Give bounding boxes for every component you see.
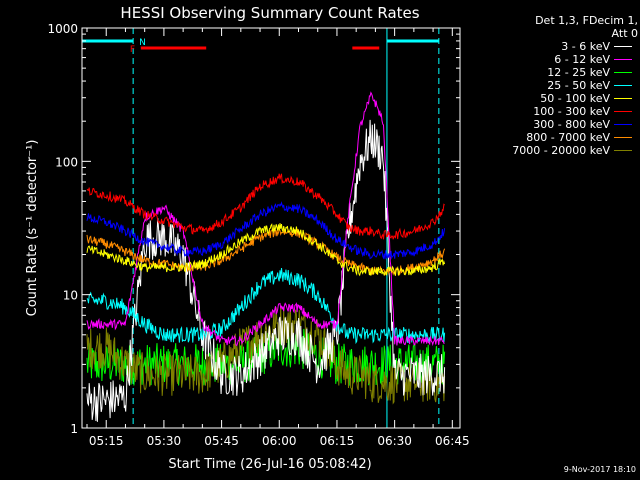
legend-swatch	[614, 46, 632, 47]
legend-item-label: 7000 - 20000 keV	[512, 144, 610, 157]
plot-frame	[81, 27, 461, 429]
legend-swatch	[614, 85, 632, 86]
legend-header-line-1: Det 1,3, FDecim 1,	[535, 14, 638, 27]
legend-item-label: 800 - 7000 keV	[526, 131, 610, 144]
x-tick-label: 05:45	[204, 434, 239, 448]
y-tick-label: 1000	[47, 22, 78, 36]
generated-timestamp: 9-Nov-2017 18:10	[563, 465, 636, 474]
x-tick-label: 05:30	[147, 434, 182, 448]
legend-item-label: 3 - 6 keV	[561, 40, 610, 53]
legend-item-label: 6 - 12 keV	[554, 53, 610, 66]
y-tick-label: 10	[63, 289, 78, 303]
x-tick-label: 06:30	[377, 434, 412, 448]
legend-item: 3 - 6 keV	[478, 40, 638, 53]
legend-item: 6 - 12 keV	[478, 53, 638, 66]
axes-layer: 05:15 05:30 05:45 06:00 06:15 06:30 06:45 1 10 10…	[47, 22, 469, 448]
legend-swatch	[614, 150, 632, 151]
legend-item-label: 100 - 300 keV	[533, 105, 610, 118]
series-line-4	[86, 223, 446, 277]
series-line-1	[86, 91, 445, 347]
legend-item-label: 25 - 50 keV	[547, 79, 610, 92]
legend-swatch	[614, 137, 632, 138]
legend-swatch	[614, 124, 632, 125]
legend-rows: 3 - 6 keV 6 - 12 keV 12 - 25 keV 25 - 50 ke…	[478, 40, 638, 157]
y-tick-label: 100	[55, 155, 78, 169]
y-tick-label: 1	[70, 422, 78, 436]
legend-item: 12 - 25 keV	[478, 66, 638, 79]
flag-label-n: N	[139, 38, 146, 48]
series-layer	[86, 91, 446, 422]
series-line-3	[86, 268, 446, 345]
y-axis-label: Count Rate (s⁻¹ detector⁻¹)	[25, 140, 40, 317]
legend-swatch	[614, 98, 632, 99]
legend-item: 100 - 300 keV	[478, 105, 638, 118]
x-tick-label: 06:00	[262, 434, 297, 448]
legend-swatch	[614, 111, 632, 112]
series-line-8	[86, 306, 446, 405]
x-tick-label: 05:15	[89, 434, 124, 448]
legend-item: 7000 - 20000 keV	[478, 144, 638, 157]
legend-item-label: 50 - 100 keV	[540, 92, 610, 105]
legend-item: 50 - 100 keV	[478, 92, 638, 105]
legend-item-label: 300 - 800 keV	[533, 118, 610, 131]
flag-label-f: F	[130, 45, 135, 55]
legend-item: 800 - 7000 keV	[478, 131, 638, 144]
legend-swatch	[614, 59, 632, 60]
series-line-5	[86, 173, 445, 240]
x-axis-label: Start Time (26-Jul-16 05:08:42)	[168, 457, 371, 472]
legend-header-line-2: Att 0	[611, 27, 638, 40]
x-tick-label: 06:15	[320, 434, 355, 448]
legend-item: 25 - 50 keV	[478, 79, 638, 92]
x-tick-label: 06:45	[435, 434, 470, 448]
legend-item-label: 12 - 25 keV	[547, 66, 610, 79]
chart-title: HESSI Observing Summary Count Rates	[120, 4, 419, 22]
series-line-0	[86, 119, 446, 422]
series-line-6	[86, 201, 446, 260]
legend: Det 1,3, FDecim 1, Att 0 3 - 6 keV 6 - 12…	[478, 14, 638, 157]
legend-swatch	[614, 72, 632, 73]
legend-item: 300 - 800 keV	[478, 118, 638, 131]
